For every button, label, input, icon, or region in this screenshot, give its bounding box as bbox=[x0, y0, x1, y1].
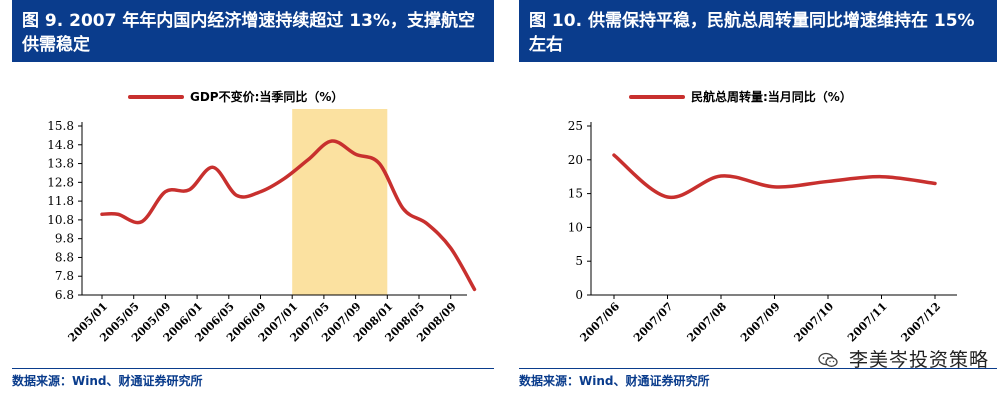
gdp-y-tick-label: 7.8 bbox=[55, 269, 74, 283]
watermark: 李美岑投资策略 bbox=[818, 345, 989, 372]
gdp-y-tick-label: 8.8 bbox=[55, 250, 74, 264]
right-source-rule bbox=[519, 368, 997, 369]
gdp-y-tick-label: 9.8 bbox=[55, 232, 74, 246]
right-source-note: 数据来源：Wind、财通证券研究所 bbox=[519, 374, 710, 388]
aviation-x-tick-label: 2007/07 bbox=[631, 300, 676, 345]
watermark-text: 李美岑投资策略 bbox=[848, 349, 989, 371]
right-chart-title: 图 10. 供需保持平稳，民航总周转量同比增速维持在 15%左右 bbox=[519, 0, 997, 62]
wechat-icon bbox=[818, 352, 838, 367]
gdp-y-tick-label: 11.8 bbox=[47, 194, 74, 208]
aviation-x-tick-label: 2007/11 bbox=[845, 300, 890, 345]
gdp-series-line bbox=[100, 139, 477, 292]
left-source-rule bbox=[12, 368, 494, 369]
aviation-legend-label: 民航总周转量:当月同比（%） bbox=[691, 89, 852, 104]
aviation-x-tick-label: 2007/06 bbox=[578, 300, 623, 345]
gdp-y-tick-label: 6.8 bbox=[55, 288, 74, 302]
right-chart-panel: 图 10. 供需保持平稳，民航总周转量同比增速维持在 15%左右 民航总周转量:… bbox=[519, 0, 997, 388]
gdp-legend-label: GDP不变价:当季同比（%） bbox=[190, 89, 343, 104]
gdp-y-tick-label: 15.8 bbox=[47, 119, 74, 133]
left-chart-panel: 图 9. 2007 年年内国内经济增速持续超过 13%，支撑航空供需稳定 GDP… bbox=[12, 0, 494, 388]
aviation-y-tick-label: 10 bbox=[568, 220, 583, 234]
gdp-y-tick-label: 14.8 bbox=[47, 138, 74, 152]
gdp-highlight-band bbox=[292, 109, 388, 295]
left-chart-title: 图 9. 2007 年年内国内经济增速持续超过 13%，支撑航空供需稳定 bbox=[12, 0, 494, 62]
aviation-y-tick-label: 20 bbox=[568, 153, 583, 167]
aviation-x-tick-label: 2007/10 bbox=[792, 300, 837, 345]
aviation-x-tick-label: 2007/08 bbox=[685, 300, 730, 345]
aviation-series-line bbox=[612, 153, 937, 199]
gdp-line-chart: GDP不变价:当季同比（%） 6.8 7.8 8.8 9.8 10.8 11.8 12.8 13… bbox=[47, 89, 477, 344]
aviation-y-tick-label: 25 bbox=[568, 119, 583, 133]
aviation-y-tick-label: 0 bbox=[575, 288, 583, 302]
left-source-note: 数据来源：Wind、财通证券研究所 bbox=[12, 374, 203, 388]
aviation-y-tick-label: 5 bbox=[575, 254, 583, 268]
gdp-y-tick-label: 13.8 bbox=[47, 157, 74, 171]
gdp-y-tick-label: 12.8 bbox=[47, 175, 74, 189]
aviation-x-tick-label: 2007/12 bbox=[899, 300, 944, 345]
aviation-y-tick-label: 15 bbox=[568, 187, 583, 201]
gdp-y-tick-label: 10.8 bbox=[47, 213, 74, 227]
aviation-x-tick-label: 2007/09 bbox=[738, 300, 783, 345]
